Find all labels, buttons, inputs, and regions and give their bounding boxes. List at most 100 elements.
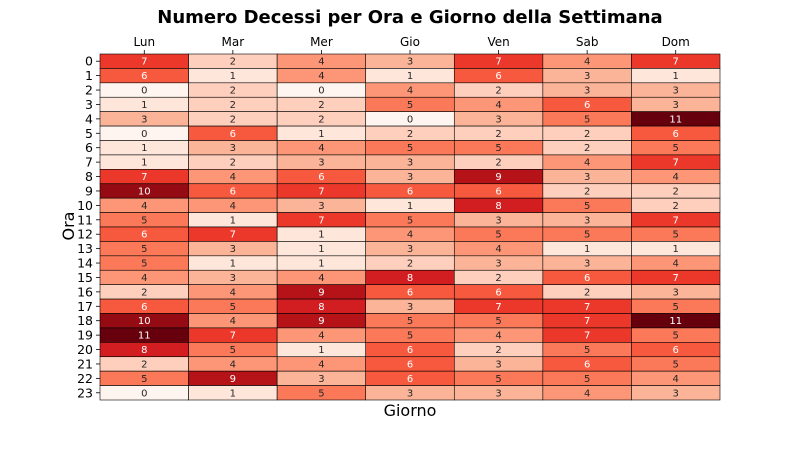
y-tick-label: 17 <box>77 299 93 314</box>
cell-value-label: 7 <box>141 172 147 183</box>
y-tick-label: 23 <box>77 385 93 400</box>
cell-value-label: 1 <box>230 388 236 399</box>
cell-value-label: 6 <box>673 345 679 356</box>
cell-value-label: 4 <box>584 57 590 68</box>
cell-value-label: 5 <box>407 100 413 111</box>
cell-value-label: 5 <box>407 316 413 327</box>
cell-value-label: 6 <box>407 374 413 385</box>
cell-value-label: 4 <box>407 230 413 241</box>
cell-value-label: 7 <box>230 331 236 342</box>
x-tick-label: Mer <box>310 35 333 49</box>
cell-value-label: 5 <box>407 215 413 226</box>
cell-value-label: 4 <box>230 359 236 370</box>
cell-value-label: 8 <box>318 302 324 313</box>
cell-value-label: 1 <box>318 345 324 356</box>
cell-value-label: 2 <box>584 143 590 154</box>
cell-value-label: 5 <box>584 345 590 356</box>
cell-value-label: 5 <box>495 143 501 154</box>
x-tick-label: Mar <box>222 35 245 49</box>
y-tick-label: 15 <box>77 270 93 285</box>
cell-value-label: 5 <box>141 244 147 255</box>
cell-value-label: 4 <box>141 201 147 212</box>
cell-value-label: 1 <box>141 158 147 169</box>
cell-value-label: 3 <box>230 143 236 154</box>
cell-value-label: 6 <box>407 186 413 197</box>
cell-value-label: 5 <box>584 374 590 385</box>
x-tick-label: Lun <box>133 35 155 49</box>
cell-value-label: 1 <box>584 244 590 255</box>
cell-value-label: 6 <box>673 129 679 140</box>
cell-value-label: 6 <box>495 287 501 298</box>
cell-value-label: 6 <box>584 100 590 111</box>
cell-value-label: 4 <box>318 273 324 284</box>
cell-value-label: 7 <box>495 57 501 68</box>
cell-value-label: 5 <box>673 230 679 241</box>
cell-value-label: 4 <box>407 86 413 97</box>
cell-value-label: 2 <box>584 129 590 140</box>
cell-value-label: 8 <box>141 345 147 356</box>
cell-value-label: 6 <box>318 172 324 183</box>
cell-value-label: 4 <box>318 71 324 82</box>
cell-value-label: 3 <box>407 244 413 255</box>
cell-value-label: 11 <box>669 316 682 327</box>
cell-value-label: 3 <box>673 100 679 111</box>
y-axis-label: Ora <box>59 212 78 241</box>
y-tick-label: 9 <box>85 183 93 198</box>
cell-value-label: 5 <box>495 230 501 241</box>
cell-value-label: 2 <box>495 273 501 284</box>
cell-value-label: 0 <box>141 86 147 97</box>
cell-value-label: 2 <box>141 287 147 298</box>
cell-value-label: 5 <box>673 331 679 342</box>
cell-value-label: 5 <box>141 259 147 270</box>
cell-value-label: 3 <box>584 259 590 270</box>
cell-value-label: 6 <box>230 186 236 197</box>
cell-value-label: 2 <box>230 100 236 111</box>
cell-value-label: 3 <box>230 273 236 284</box>
cell-value-label: 6 <box>407 359 413 370</box>
cell-value-label: 2 <box>318 100 324 111</box>
cell-value-label: 3 <box>407 158 413 169</box>
cell-value-label: 5 <box>673 302 679 313</box>
cell-value-label: 1 <box>407 71 413 82</box>
cell-value-label: 7 <box>673 57 679 68</box>
cell-value-label: 2 <box>495 158 501 169</box>
cell-value-label: 3 <box>141 114 147 125</box>
cell-value-label: 4 <box>673 259 679 270</box>
y-tick-label: 16 <box>77 284 93 299</box>
cell-value-label: 4 <box>495 331 501 342</box>
cell-value-label: 7 <box>673 215 679 226</box>
cell-value-label: 1 <box>407 201 413 212</box>
cell-value-label: 4 <box>584 388 590 399</box>
cell-value-label: 4 <box>318 143 324 154</box>
y-tick-label: 4 <box>85 111 93 126</box>
cell-value-label: 3 <box>495 359 501 370</box>
y-tick-label: 3 <box>85 97 93 112</box>
cell-value-label: 1 <box>673 71 679 82</box>
x-tick-label: Dom <box>662 35 690 49</box>
x-tick-label: Sab <box>576 35 599 49</box>
cell-value-label: 2 <box>141 359 147 370</box>
cell-value-label: 5 <box>673 143 679 154</box>
cell-value-label: 3 <box>673 388 679 399</box>
cell-value-label: 11 <box>138 331 151 342</box>
cell-value-label: 5 <box>584 230 590 241</box>
cell-value-label: 2 <box>495 345 501 356</box>
x-tick-labels: Lun Mar Mer Gio Ven Sab Dom <box>133 35 690 54</box>
x-tick-label: Gio <box>400 35 420 49</box>
cell-value-label: 3 <box>407 172 413 183</box>
cell-value-label: 5 <box>407 143 413 154</box>
cell-value-label: 4 <box>230 316 236 327</box>
cell-value-label: 5 <box>495 374 501 385</box>
cell-value-label: 2 <box>495 129 501 140</box>
cell-value-label: 6 <box>495 186 501 197</box>
cell-value-label: 1 <box>318 259 324 270</box>
cell-value-label: 3 <box>318 201 324 212</box>
cell-value-label: 3 <box>584 86 590 97</box>
y-tick-label: 19 <box>77 328 93 343</box>
cell-value-label: 7 <box>230 230 236 241</box>
cell-value-label: 7 <box>673 158 679 169</box>
cell-value-label: 2 <box>230 57 236 68</box>
cell-value-label: 2 <box>318 114 324 125</box>
cell-value-label: 3 <box>495 388 501 399</box>
